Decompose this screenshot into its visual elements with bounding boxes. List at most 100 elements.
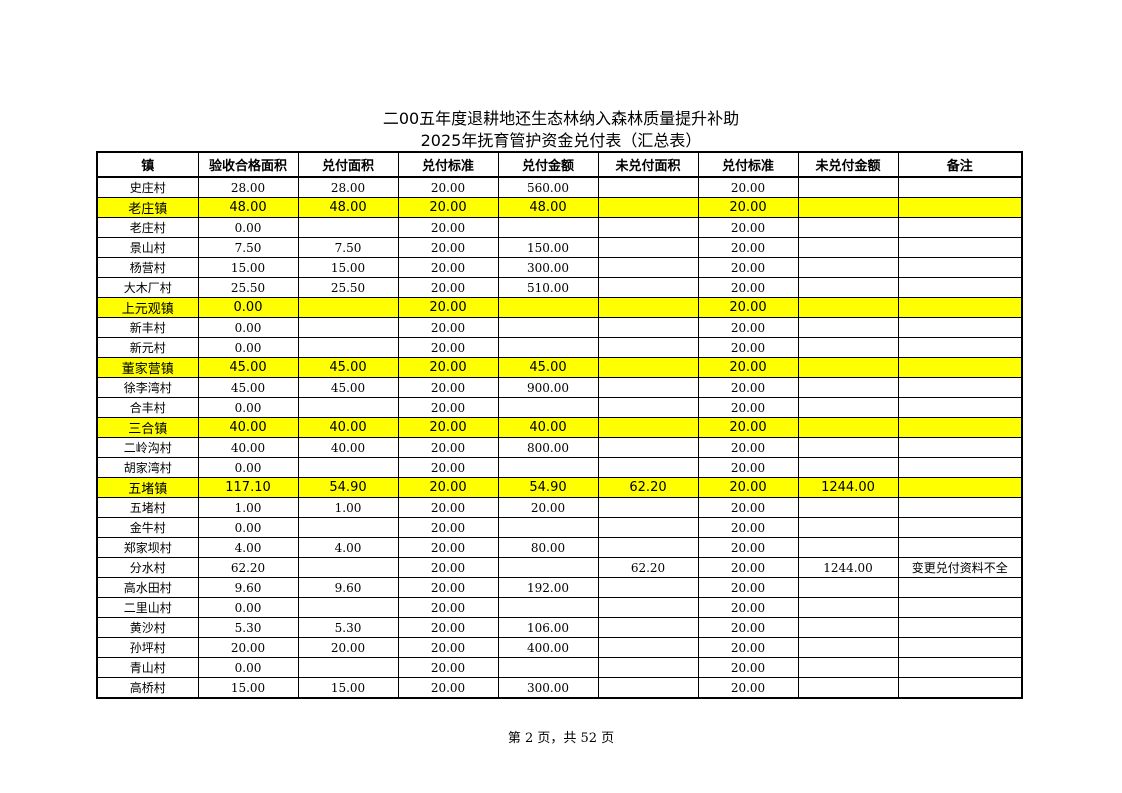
cell-pay-standard-2: 20.00: [697, 557, 799, 578]
cell-paid-amount: 40.00: [497, 417, 599, 438]
cell-remark: [897, 637, 1023, 658]
cell-paid-area: 25.50: [297, 277, 399, 298]
cell-unpaid-amount: [797, 497, 899, 518]
cell-pay-standard-2: 20.00: [697, 537, 799, 558]
cell-pay-standard: 20.00: [397, 437, 499, 458]
cell-unpaid-area: [597, 577, 699, 598]
cell-paid-area: 4.00: [297, 537, 399, 558]
cell-accepted-area: 4.00: [197, 537, 299, 558]
cell-remark: [897, 237, 1023, 258]
cell-remark: [897, 657, 1023, 678]
cell-town: 景山村: [96, 237, 199, 258]
cell-remark: [897, 477, 1023, 498]
table-row: 高桥村 15.00 15.00 20.00 300.00 20.00: [96, 677, 1023, 699]
cell-paid-area: 1.00: [297, 497, 399, 518]
table-row: 高水田村 9.60 9.60 20.00 192.00 20.00: [96, 577, 1023, 598]
cell-unpaid-area: [597, 217, 699, 238]
cell-town: 五堵镇: [96, 477, 199, 498]
cell-pay-standard-2: 20.00: [697, 257, 799, 278]
cell-paid-amount: 45.00: [497, 357, 599, 378]
cell-accepted-area: 0.00: [197, 597, 299, 618]
cell-remark: [897, 337, 1023, 358]
table-row: 杨营村 15.00 15.00 20.00 300.00 20.00: [96, 257, 1023, 278]
cell-paid-amount: [497, 217, 599, 238]
cell-pay-standard: 20.00: [397, 517, 499, 538]
cell-accepted-area: 9.60: [197, 577, 299, 598]
cell-pay-standard: 20.00: [397, 657, 499, 678]
cell-remark: [897, 577, 1023, 598]
cell-accepted-area: 45.00: [197, 377, 299, 398]
cell-unpaid-amount: [797, 437, 899, 458]
cell-paid-amount: [497, 657, 599, 678]
cell-remark: [897, 257, 1023, 278]
cell-accepted-area: 0.00: [197, 317, 299, 338]
cell-town: 合丰村: [96, 397, 199, 418]
cell-remark: [897, 537, 1023, 558]
cell-remark: [897, 377, 1023, 398]
cell-unpaid-area: [597, 657, 699, 678]
table-row: 胡家湾村 0.00 20.00 20.00: [96, 457, 1023, 478]
cell-town: 新丰村: [96, 317, 199, 338]
cell-unpaid-amount: [797, 657, 899, 678]
cell-unpaid-area: [597, 617, 699, 638]
cell-paid-area: 45.00: [297, 357, 399, 378]
column-header-town: 镇: [96, 151, 199, 178]
cell-unpaid-amount: [797, 417, 899, 438]
cell-paid-amount: 900.00: [497, 377, 599, 398]
cell-paid-area: 48.00: [297, 197, 399, 218]
cell-unpaid-amount: [797, 397, 899, 418]
cell-unpaid-area: [597, 337, 699, 358]
cell-pay-standard-2: 20.00: [697, 657, 799, 678]
table-row: 史庄村 28.00 28.00 20.00 560.00 20.00: [96, 176, 1023, 198]
cell-remark: [897, 597, 1023, 618]
cell-pay-standard-2: 20.00: [697, 237, 799, 258]
cell-pay-standard: 20.00: [397, 497, 499, 518]
cell-unpaid-amount: 1244.00: [797, 557, 899, 578]
cell-town: 徐李湾村: [96, 377, 199, 398]
table-row: 青山村 0.00 20.00 20.00: [96, 657, 1023, 678]
column-header-accepted-area: 验收合格面积: [197, 151, 299, 178]
cell-unpaid-amount: [797, 257, 899, 278]
cell-town: 高桥村: [96, 677, 199, 699]
cell-paid-area: 40.00: [297, 437, 399, 458]
cell-accepted-area: 117.10: [197, 477, 299, 498]
cell-paid-amount: 192.00: [497, 577, 599, 598]
cell-pay-standard: 20.00: [397, 597, 499, 618]
cell-remark: [897, 357, 1023, 378]
cell-remark: [897, 277, 1023, 298]
cell-unpaid-area: [597, 377, 699, 398]
cell-paid-area: [297, 557, 399, 578]
cell-accepted-area: 0.00: [197, 517, 299, 538]
column-header-remark: 备注: [897, 151, 1023, 178]
column-header-paid-amount: 兑付金额: [497, 151, 599, 178]
cell-unpaid-area: [597, 397, 699, 418]
cell-paid-amount: [497, 397, 599, 418]
cell-pay-standard-2: 20.00: [697, 497, 799, 518]
cell-paid-amount: 150.00: [497, 237, 599, 258]
cell-remark: [897, 217, 1023, 238]
column-header-pay-standard-2: 兑付标准: [697, 151, 799, 178]
cell-paid-area: [297, 297, 399, 318]
cell-unpaid-amount: [797, 377, 899, 398]
table-row: 大木厂村 25.50 25.50 20.00 510.00 20.00: [96, 277, 1023, 298]
cell-unpaid-amount: [797, 277, 899, 298]
cell-accepted-area: 0.00: [197, 217, 299, 238]
table-row: 景山村 7.50 7.50 20.00 150.00 20.00: [96, 237, 1023, 258]
cell-pay-standard: 20.00: [397, 317, 499, 338]
cell-paid-area: 40.00: [297, 417, 399, 438]
cell-unpaid-amount: [797, 237, 899, 258]
table-row: 二岭沟村 40.00 40.00 20.00 800.00 20.00: [96, 437, 1023, 458]
table-row: 五堵村 1.00 1.00 20.00 20.00 20.00: [96, 497, 1023, 518]
cell-town: 二里山村: [96, 597, 199, 618]
cell-pay-standard: 20.00: [397, 337, 499, 358]
header-row: 镇验收合格面积 兑付面积 兑付标准 兑付金额 未兑付面积 兑付标准 未兑付金额 备注: [96, 151, 1023, 178]
cell-paid-amount: [497, 297, 599, 318]
cell-pay-standard-2: 20.00: [697, 277, 799, 298]
cell-paid-area: 7.50: [297, 237, 399, 258]
cell-paid-area: 45.00: [297, 377, 399, 398]
cell-town: 胡家湾村: [96, 457, 199, 478]
column-header-paid-area: 兑付面积: [297, 151, 399, 178]
cell-paid-area: [297, 597, 399, 618]
cell-accepted-area: 0.00: [197, 397, 299, 418]
table-row: 二里山村 0.00 20.00 20.00: [96, 597, 1023, 618]
